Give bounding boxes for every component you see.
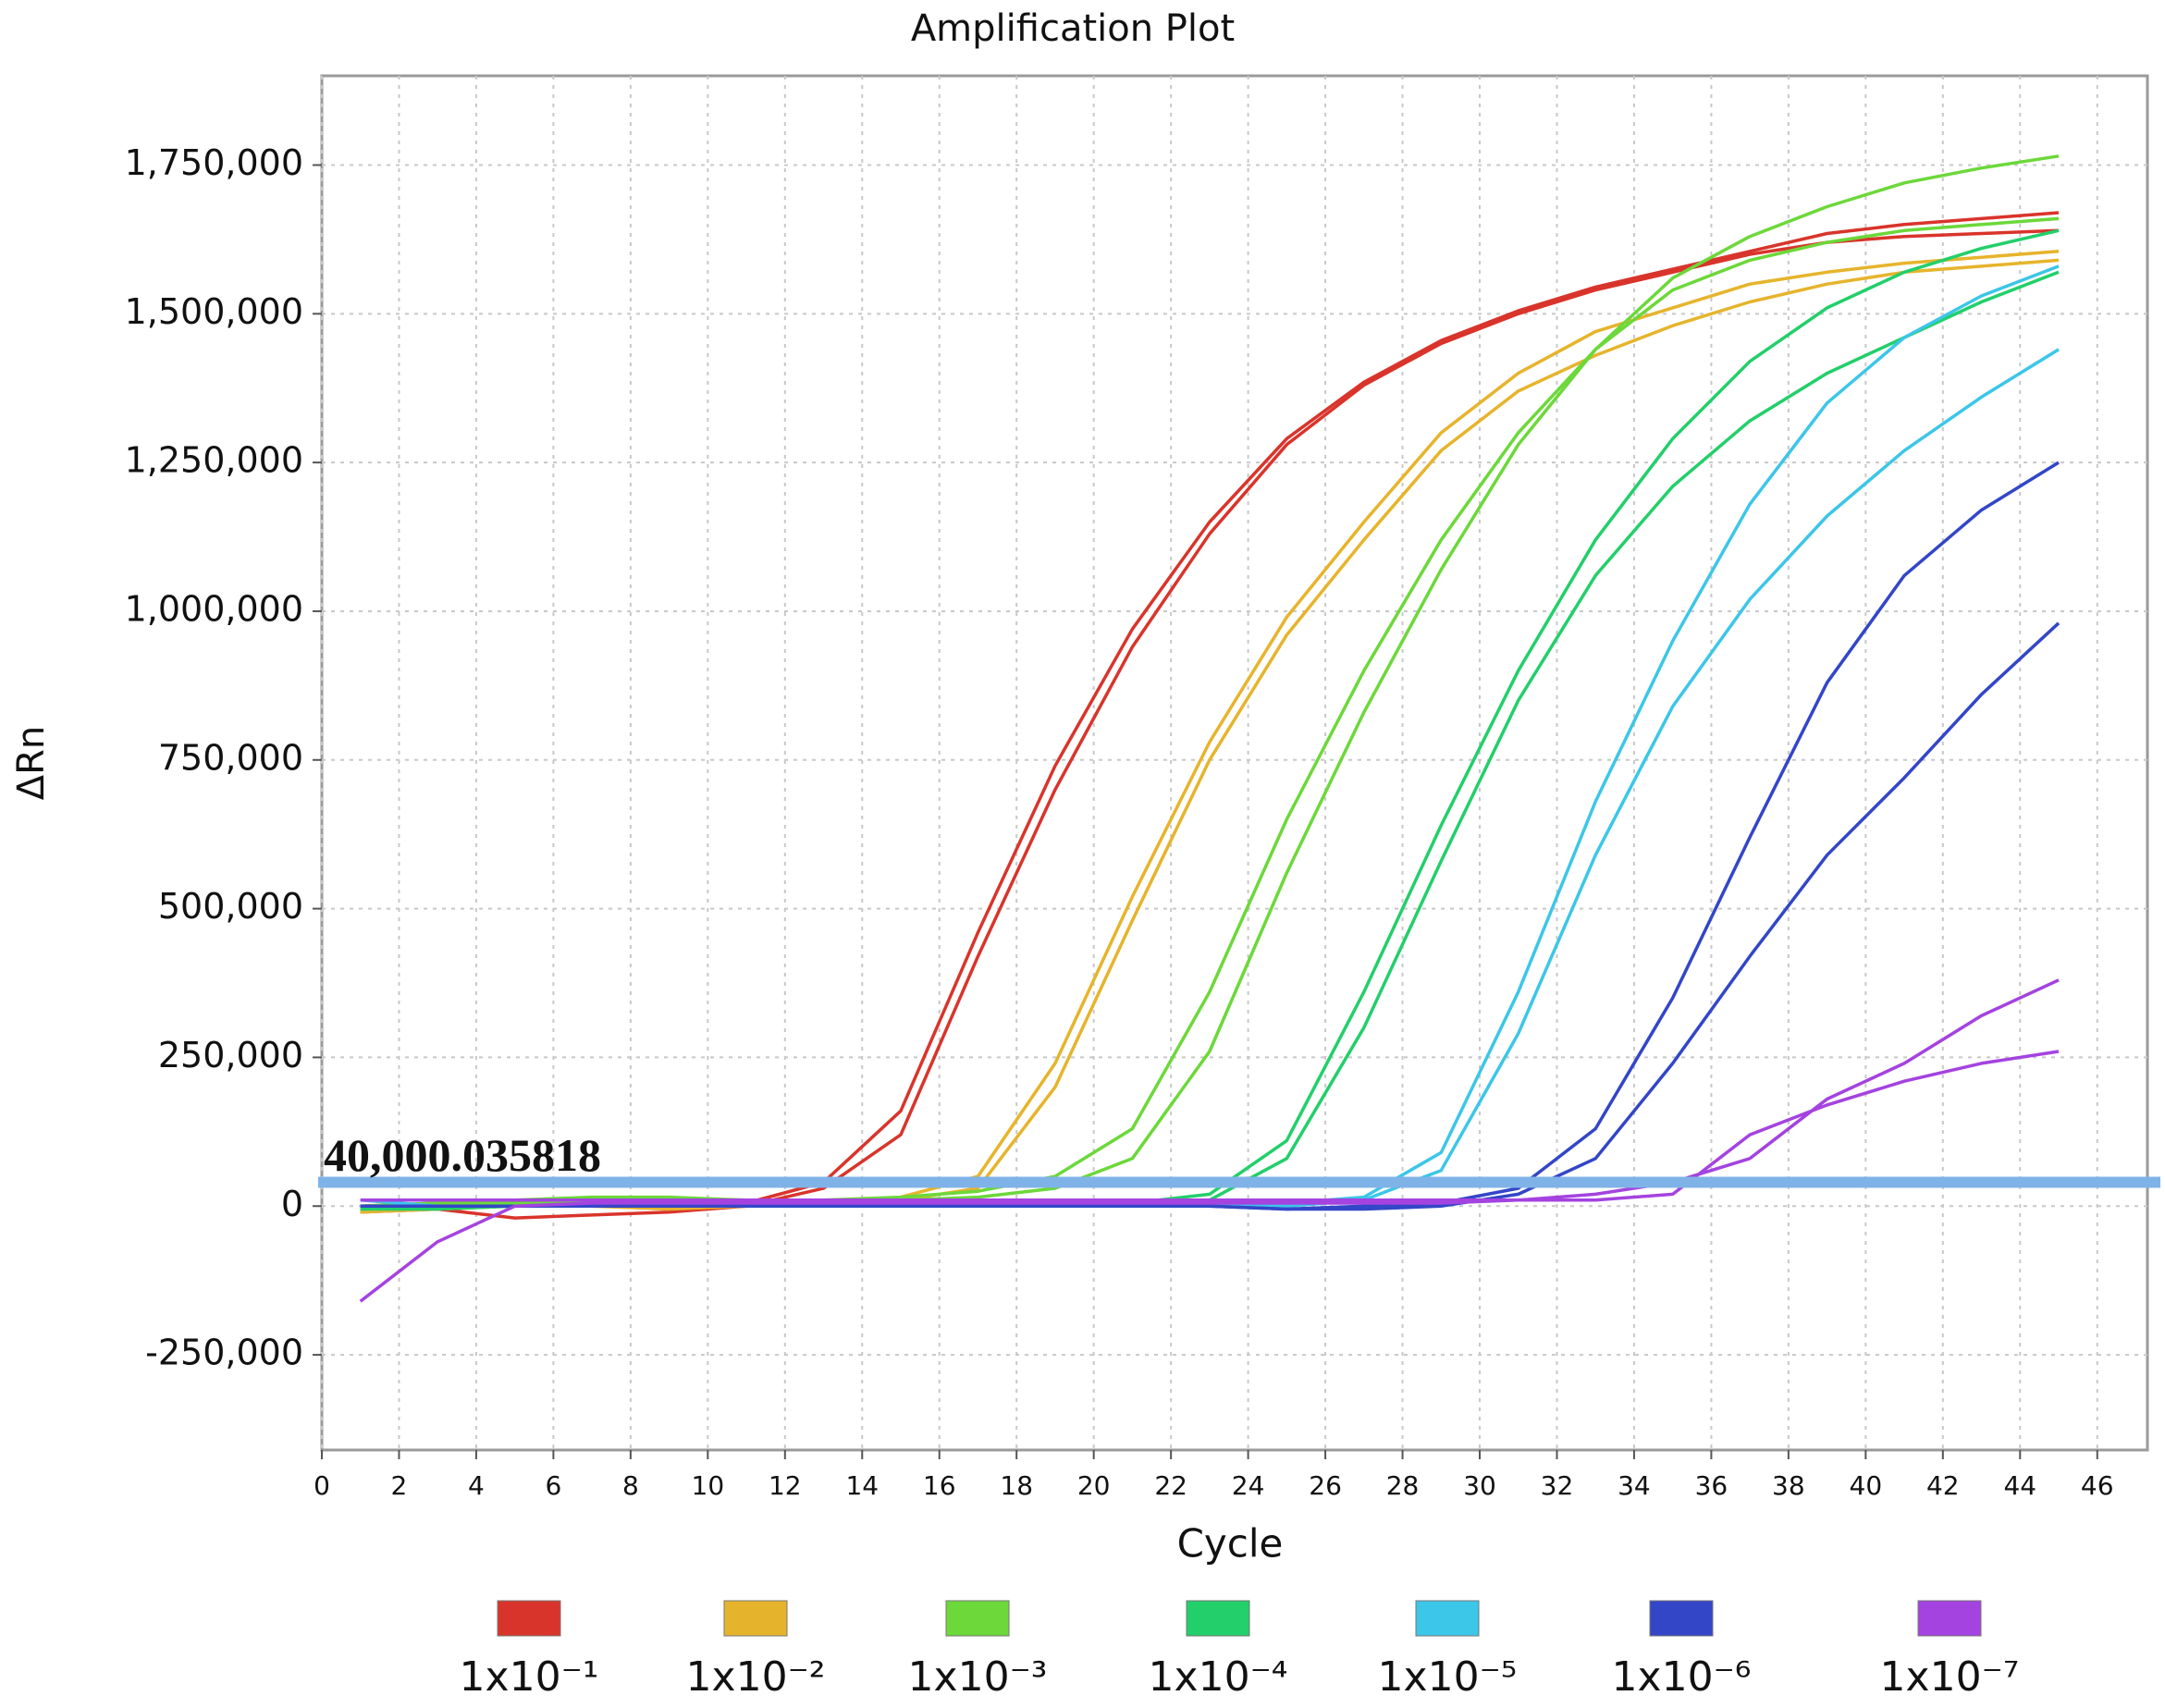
series-line [359,978,2060,1303]
y-tick-label: -250,000 [145,1333,303,1373]
y-tick-label: 1,000,000 [125,588,303,629]
threshold-label: 40,000.035818 [324,1129,601,1181]
series-line [360,258,2060,1214]
legend-label: 1x10⁻³ [908,1653,1048,1701]
x-tick-label: 28 [1386,1470,1420,1501]
legend-label: 1x10⁻² [686,1653,826,1701]
x-tick-label: 42 [1926,1470,1960,1501]
series-line [360,461,2060,1211]
series-line [360,228,2060,1220]
x-tick-label: 24 [1232,1470,1265,1501]
x-tick-label: 10 [692,1470,725,1501]
chart-title: Amplification Plot [911,7,1235,50]
x-tick-label: 30 [1463,1470,1496,1501]
legend-label: 1x10⁻⁷ [1880,1653,2020,1701]
x-tick-label: 38 [1772,1470,1805,1501]
legend-swatch [497,1600,561,1637]
legend-swatch [1186,1600,1250,1637]
series-line [360,1050,2060,1202]
x-tick-label: 4 [468,1470,485,1501]
legend-label: 1x10⁻⁴ [1149,1653,1288,1701]
x-tick-label: 20 [1077,1470,1111,1501]
x-tick-label: 22 [1154,1470,1187,1501]
x-tick-label: 40 [1850,1470,1883,1501]
series-line [360,228,2060,1209]
legend-label: 1x10⁻⁶ [1612,1653,1752,1701]
y-tick-label: 0 [281,1184,303,1224]
x-tick-label: 14 [845,1470,879,1501]
x-tick-label: 18 [1000,1470,1033,1501]
legend-swatch [1415,1600,1480,1637]
x-tick-label: 16 [923,1470,956,1501]
x-tick-label: 0 [314,1470,330,1501]
x-tick-label: 46 [2081,1470,2114,1501]
legend-label: 1x10⁻⁵ [1378,1653,1518,1701]
series-line [360,216,2060,1211]
y-axis-label: ΔRn [10,726,53,801]
x-axis-label: Cycle [1177,1521,1284,1567]
x-tick-label: 6 [545,1470,561,1501]
x-tick-label: 2 [391,1470,408,1501]
x-tick-label: 44 [2003,1470,2036,1501]
x-tick-label: 8 [622,1470,639,1501]
x-tick-label: 34 [1618,1470,1651,1501]
legend-swatch [945,1600,1010,1637]
series-line [360,154,2060,1209]
legend-swatch [1649,1600,1714,1637]
x-tick-label: 26 [1309,1470,1342,1501]
legend-label: 1x10⁻¹ [460,1653,599,1701]
series-line [360,348,2060,1209]
plot-frame [320,74,2149,1452]
y-tick-label: 1,750,000 [125,142,303,183]
legend-swatch [1917,1600,1982,1637]
x-tick-label: 36 [1695,1470,1728,1501]
legend-swatch [723,1600,788,1637]
series-line [360,621,2060,1211]
y-tick-label: 250,000 [158,1035,303,1075]
y-tick-label: 500,000 [158,886,303,927]
y-tick-label: 1,250,000 [125,440,303,481]
y-tick-label: 1,500,000 [125,291,303,332]
x-tick-label: 32 [1541,1470,1574,1501]
x-tick-label: 12 [769,1470,802,1501]
series-line [360,264,2060,1209]
y-tick-label: 750,000 [158,737,303,778]
